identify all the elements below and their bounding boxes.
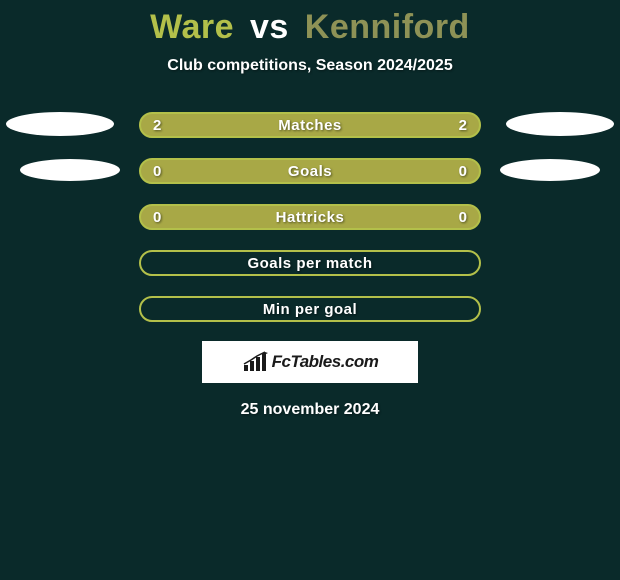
page-title: Ware vs Kenniford (0, 0, 620, 47)
stat-pill-matches: 2 Matches 2 (139, 112, 481, 138)
stat-label: Min per goal (263, 301, 357, 318)
stat-row: Min per goal (0, 295, 620, 323)
date-label: 25 november 2024 (0, 401, 620, 419)
chart-icon (242, 351, 268, 373)
subtitle: Club competitions, Season 2024/2025 (0, 57, 620, 75)
ellipse-left-icon (20, 159, 120, 181)
stat-label: Matches (278, 117, 342, 134)
stat-pill-goals: 0 Goals 0 (139, 158, 481, 184)
stat-row: 0 Hattricks 0 (0, 203, 620, 231)
logo-box: FcTables.com (202, 341, 418, 383)
ellipse-left-icon (6, 112, 114, 136)
stat-left-value: 0 (153, 163, 161, 180)
player1-name: Ware (150, 8, 234, 46)
stat-row: 0 Goals 0 (0, 157, 620, 185)
stat-right-value: 0 (459, 163, 467, 180)
ellipse-right-icon (500, 159, 600, 181)
stat-pill-hattricks: 0 Hattricks 0 (139, 204, 481, 230)
ellipse-right-icon (506, 112, 614, 136)
logo-text: FcTables.com (272, 352, 379, 372)
stat-right-value: 2 (459, 117, 467, 134)
stat-pill-min-per-goal: Min per goal (139, 296, 481, 322)
stat-left-value: 0 (153, 209, 161, 226)
stat-label: Goals (288, 163, 332, 180)
stat-row: 2 Matches 2 (0, 111, 620, 139)
player2-name: Kenniford (305, 8, 470, 46)
vs-label: vs (250, 8, 289, 46)
stat-pill-goals-per-match: Goals per match (139, 250, 481, 276)
stat-right-value: 0 (459, 209, 467, 226)
stat-left-value: 2 (153, 117, 161, 134)
stat-label: Goals per match (247, 255, 372, 272)
stat-label: Hattricks (276, 209, 345, 226)
stat-row: Goals per match (0, 249, 620, 277)
stats-container: 2 Matches 2 0 Goals 0 0 Hattricks 0 Goal… (0, 111, 620, 323)
